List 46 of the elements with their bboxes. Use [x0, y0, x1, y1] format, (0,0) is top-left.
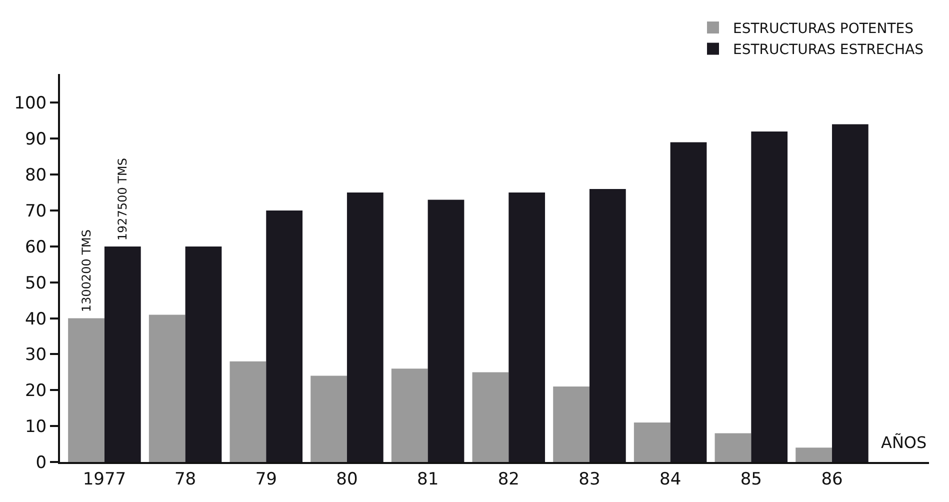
x-tick-label: 79 — [255, 469, 277, 490]
x-tick-label: 81 — [416, 469, 439, 490]
x-tick-label: 85 — [740, 469, 762, 490]
bar — [751, 131, 788, 462]
legend-label: ESTRUCTURAS POTENTES — [733, 20, 914, 37]
y-tick-label: 70 — [24, 201, 47, 222]
x-tick-label: 80 — [336, 469, 358, 490]
bar — [104, 246, 141, 462]
bar — [310, 376, 347, 462]
bar — [68, 318, 104, 462]
x-tick-label: 78 — [174, 469, 196, 490]
x-axis-title: AÑOS — [881, 433, 927, 452]
bar — [148, 314, 186, 462]
bar — [553, 386, 590, 462]
bar — [185, 246, 222, 462]
y-tick-label: 30 — [24, 345, 47, 366]
bar — [796, 448, 832, 462]
bar — [832, 124, 868, 462]
y-tick-label: 100 — [14, 94, 47, 114]
y-tick-label: 10 — [24, 417, 47, 438]
bar — [230, 361, 266, 462]
bar — [714, 433, 752, 462]
bar — [589, 188, 626, 462]
bar — [346, 192, 384, 462]
bar — [266, 210, 303, 462]
bar — [670, 142, 707, 462]
annotation: 1300200 TMS — [79, 230, 94, 312]
x-tick-label: 86 — [821, 469, 843, 490]
y-tick-label: 80 — [24, 166, 47, 186]
x-tick-label: 1977 — [82, 469, 126, 490]
bar — [391, 368, 428, 462]
bar — [508, 192, 546, 462]
y-tick-label: 90 — [24, 130, 47, 150]
x-tick-label: 84 — [660, 469, 682, 490]
annotation: 1927500 TMS — [116, 158, 130, 241]
x-tick-label: 82 — [498, 469, 520, 490]
bar — [634, 422, 670, 462]
y-tick-label: 0 — [36, 452, 47, 473]
x-tick-label: 83 — [578, 469, 600, 490]
bar — [428, 200, 464, 462]
y-tick-label: 40 — [24, 309, 47, 330]
bar — [472, 372, 509, 462]
y-tick-label: 20 — [24, 381, 47, 402]
y-tick-label: 50 — [24, 273, 47, 294]
y-tick-label: 60 — [24, 237, 47, 258]
legend-label: ESTRUCTURAS ESTRECHAS — [733, 42, 924, 58]
